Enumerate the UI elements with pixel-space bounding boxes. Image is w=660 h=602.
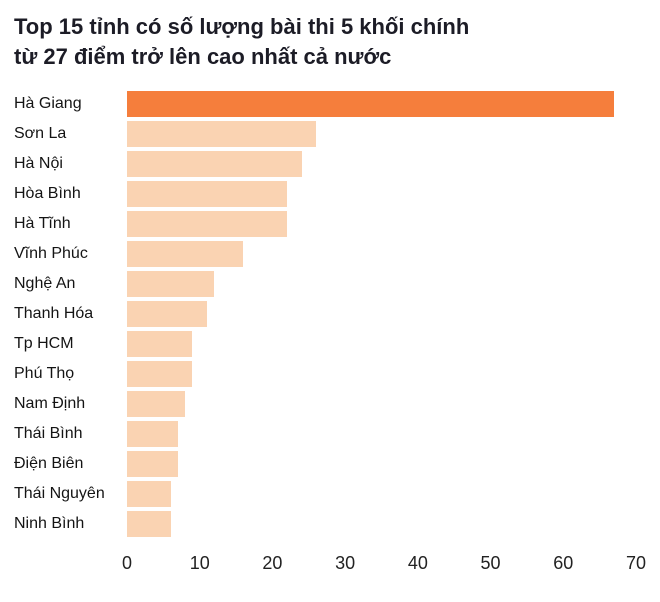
bar-track <box>127 481 636 508</box>
x-tick-label: 50 <box>480 553 501 574</box>
chart-row: Hà Nội <box>14 149 636 179</box>
bar-track <box>127 211 636 238</box>
bar-track <box>127 301 636 328</box>
chart-title-line-1: Top 15 tỉnh có số lượng bài thi 5 khối c… <box>14 14 470 39</box>
chart-title-line-2: từ 27 điểm trở lên cao nhất cả nước <box>14 43 392 69</box>
x-tick-label: 0 <box>121 553 133 574</box>
x-tick-label: 60 <box>553 553 574 574</box>
bar-track <box>127 181 636 208</box>
bar-track <box>127 271 636 298</box>
x-tick-label: 10 <box>189 553 210 574</box>
chart-row: Hà Tĩnh <box>14 209 636 239</box>
chart-row: Thái Bình <box>14 419 636 449</box>
bar <box>127 211 287 238</box>
chart-row: Thái Nguyên <box>14 479 636 509</box>
x-tick-label: 20 <box>262 553 283 574</box>
category-label: Hà Giang <box>14 95 82 113</box>
bar <box>127 421 178 448</box>
chart-row: Vĩnh Phúc <box>14 239 636 269</box>
bar-track <box>127 511 636 538</box>
bar-track <box>127 241 636 268</box>
chart-row: Phú Thọ <box>14 359 636 389</box>
chart-row: Thanh Hóa <box>14 299 636 329</box>
bar <box>127 151 302 178</box>
bar <box>127 241 244 268</box>
category-label: Tp HCM <box>14 335 74 353</box>
chart-row: Nam Định <box>14 389 636 419</box>
bar <box>127 331 193 358</box>
bar <box>127 271 215 298</box>
category-label: Nghệ An <box>14 275 76 293</box>
bar <box>127 511 171 538</box>
x-tick-label: 70 <box>625 553 647 574</box>
bar <box>127 301 207 328</box>
chart-row: Sơn La <box>14 119 636 149</box>
bar-track <box>127 151 636 178</box>
bar-track <box>127 331 636 358</box>
bar <box>127 91 615 118</box>
bar <box>127 121 317 148</box>
x-tick-label: 40 <box>407 553 428 574</box>
chart-row: Ninh Bình <box>14 509 636 539</box>
bar-track <box>127 451 636 478</box>
category-label: Hà Nội <box>14 155 63 173</box>
category-label: Thái Nguyên <box>14 485 105 503</box>
chart-row: Điện Biên <box>14 449 636 479</box>
bar <box>127 451 178 478</box>
bar <box>127 391 186 418</box>
chart-row: Hòa Bình <box>14 179 636 209</box>
bar-track <box>127 121 636 148</box>
bar-track <box>127 421 636 448</box>
x-tick-label: 30 <box>335 553 356 574</box>
chart-row: Nghệ An <box>14 269 636 299</box>
category-label: Thanh Hóa <box>14 305 94 323</box>
category-label: Vĩnh Phúc <box>14 245 88 263</box>
category-label: Điện Biên <box>14 455 84 473</box>
category-label: Hà Tĩnh <box>14 215 71 233</box>
category-label: Ninh Bình <box>14 515 85 533</box>
category-label: Nam Định <box>14 395 86 413</box>
chart-row: Tp HCM <box>14 329 636 359</box>
category-label: Phú Thọ <box>14 365 75 383</box>
chart-row: Hà Giang <box>14 89 636 119</box>
bar-track <box>127 361 636 388</box>
bar <box>127 481 171 508</box>
x-axis: 0 10 20 30 40 50 60 70 <box>122 553 646 579</box>
bar <box>127 181 287 208</box>
chart-rows: Hà Giang Sơn La Hà Nội Hòa Bình Hà Tĩnh Vĩnh … <box>14 89 636 539</box>
bar <box>127 361 193 388</box>
bar-track <box>127 391 636 418</box>
chart-title: Top 15 tỉnh có số lượng bài thi 5 khối c… <box>14 12 636 71</box>
category-label: Hòa Bình <box>14 185 81 203</box>
bar-track <box>127 91 636 118</box>
category-label: Thái Bình <box>14 425 83 443</box>
category-label: Sơn La <box>14 125 67 143</box>
